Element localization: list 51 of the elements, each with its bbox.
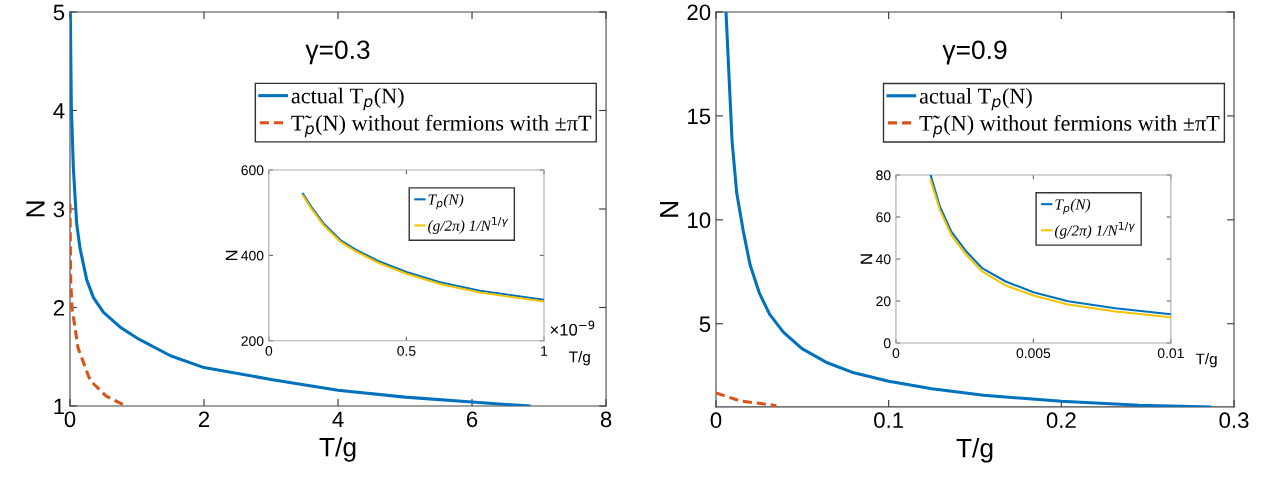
y-tick-label: 400 xyxy=(241,250,264,261)
y-tick-label: 5 xyxy=(699,316,711,333)
y-tick-label: 3 xyxy=(53,201,65,218)
y-tick-label: 200 xyxy=(241,336,264,346)
y-tick-label: 1 xyxy=(54,398,65,415)
x-tick-label: 0 xyxy=(64,411,76,428)
x-axis-title: T/g xyxy=(319,437,356,462)
y-tick-label: 20 xyxy=(876,296,891,307)
y-tick-label: 20 xyxy=(687,4,711,21)
x-tick-label: 0 xyxy=(892,348,900,359)
text: γ=0.9 xyxy=(942,40,1007,65)
x-tick-label: 1 xyxy=(541,346,548,356)
x-tick-label: 0.01 xyxy=(1157,348,1184,359)
y-tick-label: 60 xyxy=(876,212,891,223)
legend-label: (g/2π) 1/N$^{1/γ}$ xyxy=(428,217,509,234)
x-tick-label: 0.3 xyxy=(1219,412,1249,429)
x-tick-label: 2 xyxy=(198,411,210,427)
x-tick-label: 4 xyxy=(332,411,344,427)
x-tick-label: 0 xyxy=(265,346,273,356)
legend-label: actual T$_{p}$(N) xyxy=(919,88,1032,111)
x-tick-label: 0.5 xyxy=(397,346,416,356)
y-tick-label: 5 xyxy=(53,4,65,21)
y-axis-title: N xyxy=(26,201,45,217)
legend-label: T̃$_{p}$(N) without fermions with ±πT xyxy=(291,114,592,138)
x-tick-label: 0 xyxy=(710,412,722,429)
x-axis-title: T/g xyxy=(956,438,993,463)
y-tick-label: 4 xyxy=(53,103,65,119)
legend-label: actual T$_{p}$(N) xyxy=(291,87,404,111)
y-tick-label: 10 xyxy=(688,212,711,229)
y-tick-label: 600 xyxy=(241,165,264,176)
y-tick-label: 40 xyxy=(875,254,891,265)
legend-label: (g/2π) 1/N$^{1/γ}$ xyxy=(1054,221,1136,239)
y-tick-label: 2 xyxy=(53,300,65,316)
annotation: ×10$^{−9}$ xyxy=(550,320,595,336)
legend-label: T$_{p}$(N) xyxy=(428,193,464,210)
x-tick-label: 6 xyxy=(466,411,478,428)
y-axis-title: N xyxy=(860,254,873,264)
legend-label: T̃$_{p}$(N) without fermions with ±πT xyxy=(919,114,1220,138)
y-tick-label: 15 xyxy=(688,108,711,125)
x-axis-title: T/g xyxy=(569,351,590,366)
x-tick-label: 0.005 xyxy=(1016,348,1051,359)
x-tick-label: 0.1 xyxy=(874,412,904,429)
x-axis-title: T/g xyxy=(1195,353,1217,368)
y-axis-title: N xyxy=(225,250,238,261)
y-tick-label: 80 xyxy=(876,170,891,181)
y-tick-label: 0 xyxy=(883,338,891,349)
x-tick-label: 0.2 xyxy=(1046,412,1076,429)
text: γ=0.3 xyxy=(305,40,370,65)
legend-label: T$_{p}$(N) xyxy=(1055,198,1091,215)
x-tick-label: 8 xyxy=(600,411,612,428)
y-axis-title: N xyxy=(660,202,679,217)
